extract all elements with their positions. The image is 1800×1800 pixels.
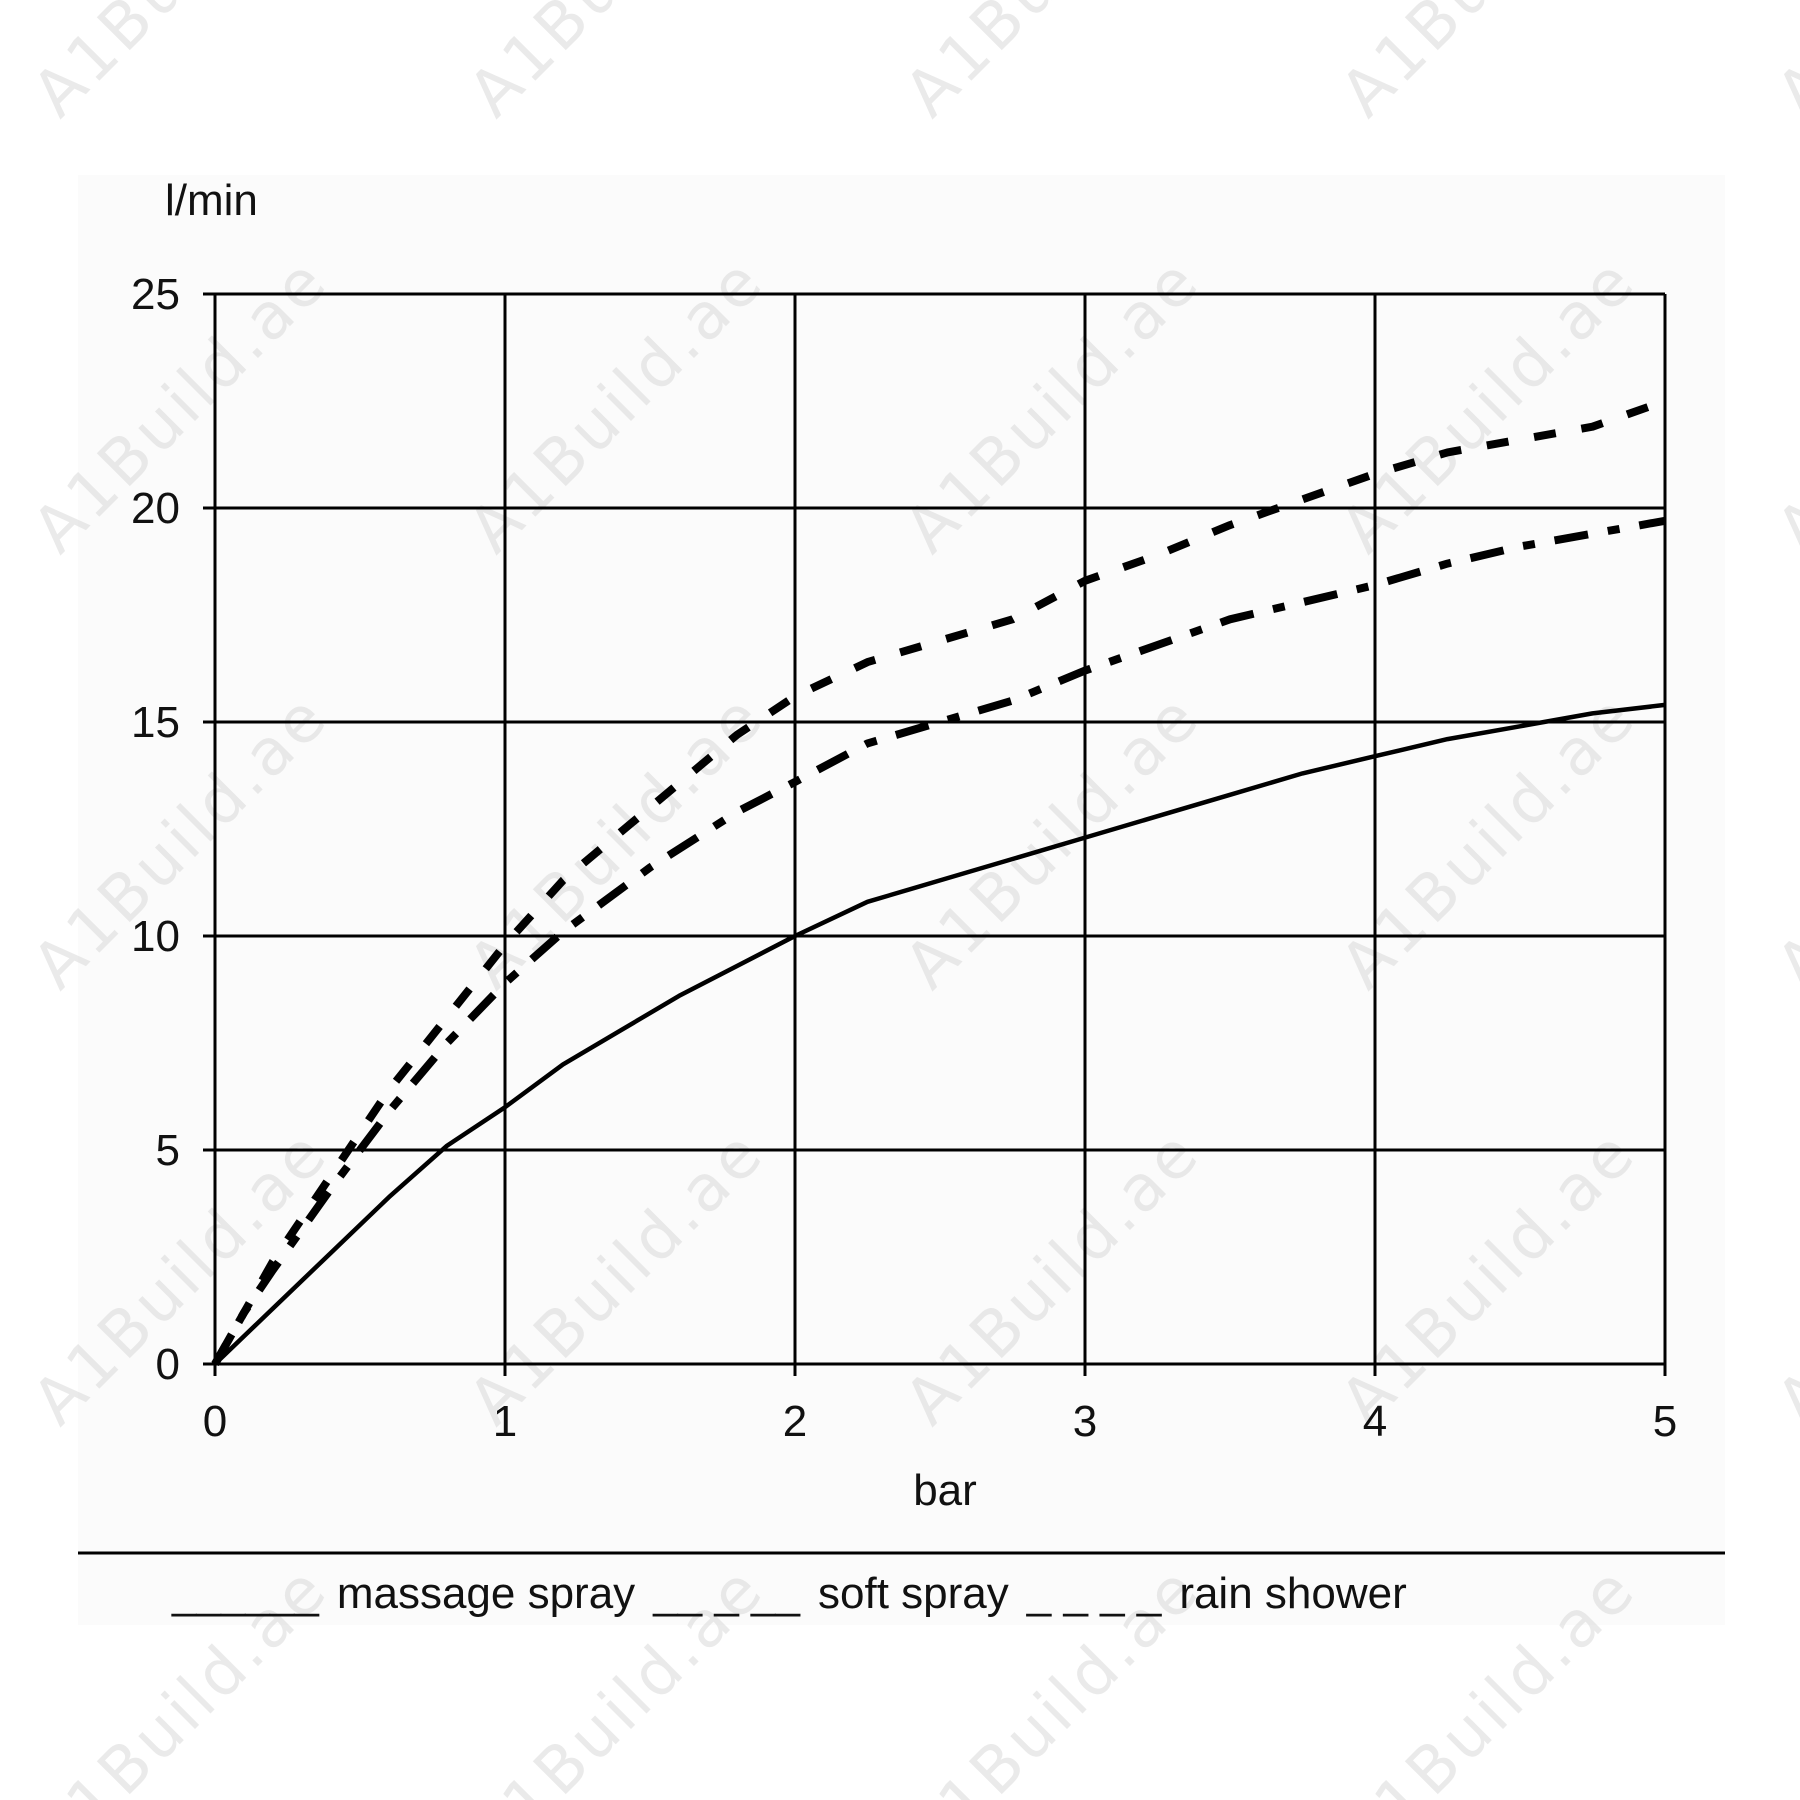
legend-label: soft spray bbox=[818, 1569, 1009, 1618]
watermark-text: A1Build.ae bbox=[1327, 0, 1651, 131]
watermark-text: A1Build.ae bbox=[19, 1115, 343, 1439]
watermark-text: A1Build.ae bbox=[891, 1115, 1215, 1439]
watermark-text: A1Build.ae bbox=[455, 0, 779, 131]
watermark-text: A1Build.ae bbox=[1763, 679, 1800, 1003]
y-tick-label: 25 bbox=[131, 270, 180, 319]
legend-marker: __ _ __ bbox=[652, 1569, 800, 1618]
y-tick-label: 0 bbox=[156, 1340, 180, 1389]
series-line-soft-spray bbox=[211, 516, 1666, 1366]
watermark-text: A1Build.ae bbox=[1763, 243, 1800, 567]
series-line-rain-shower bbox=[211, 397, 1667, 1366]
watermark-text: A1Build.ae bbox=[891, 0, 1215, 131]
x-tick-label: 0 bbox=[203, 1397, 227, 1446]
y-tick-label: 5 bbox=[156, 1126, 180, 1175]
watermark-text: A1Build.ae bbox=[1763, 1115, 1800, 1439]
y-tick-label: 15 bbox=[131, 698, 180, 747]
watermark-text: A1Build.ae bbox=[1763, 1551, 1800, 1800]
watermark-text: A1Build.ae bbox=[891, 679, 1215, 1003]
y-tick-label: 10 bbox=[131, 912, 180, 961]
watermark-text: A1Build.ae bbox=[19, 679, 343, 1003]
legend: ______ massage spray __ _ __ soft spray _ _ … bbox=[171, 1569, 1407, 1618]
series-line-massage-spray bbox=[213, 702, 1666, 1366]
watermark-layer: A1Build.ae A1Build.ae A1Build.ae A1Build.ae… bbox=[19, 0, 1800, 1800]
legend-marker: ______ bbox=[171, 1569, 319, 1618]
watermark-text: A1Build.ae bbox=[19, 0, 343, 131]
x-tick-label: 2 bbox=[783, 1397, 807, 1446]
y-axis-title: l/min bbox=[165, 176, 258, 225]
x-tick-label: 5 bbox=[1653, 1397, 1677, 1446]
y-tick-label: 20 bbox=[131, 484, 180, 533]
watermark-text: A1Build.ae bbox=[891, 243, 1215, 567]
chart-panel bbox=[78, 175, 1725, 1625]
x-tick-label: 3 bbox=[1073, 1397, 1097, 1446]
grid bbox=[203, 292, 1667, 1376]
x-tick-label: 4 bbox=[1363, 1397, 1387, 1446]
legend-label: massage spray bbox=[337, 1569, 635, 1618]
legend-marker: _ _ _ _ bbox=[1026, 1569, 1162, 1618]
watermark-text: A1Build.ae bbox=[19, 243, 343, 567]
x-tick-label: 1 bbox=[493, 1397, 517, 1446]
series-layer bbox=[211, 397, 1667, 1366]
tick-labels: 0 1 2 3 4 5 0 5 10 15 20 25 bbox=[131, 270, 1677, 1446]
x-axis-title: bar bbox=[913, 1466, 977, 1515]
legend-label: rain shower bbox=[1179, 1569, 1406, 1618]
watermark-text: A1Build.ae bbox=[1763, 0, 1800, 131]
